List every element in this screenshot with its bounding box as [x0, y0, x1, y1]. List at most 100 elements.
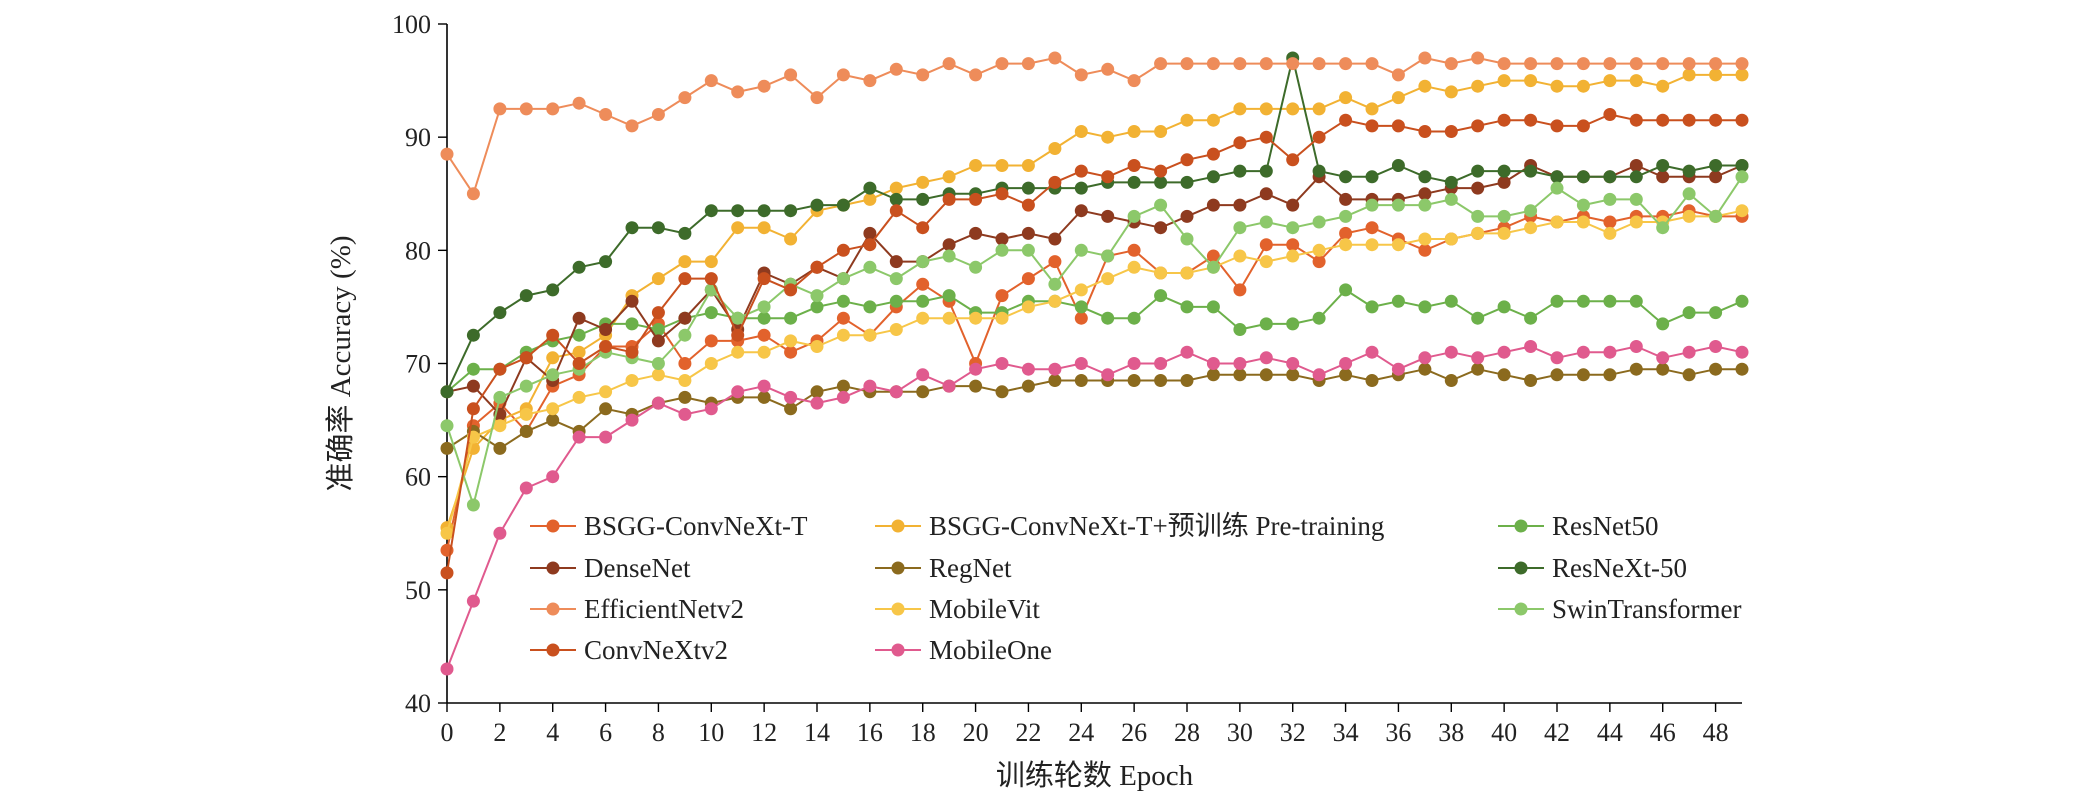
- data-point: [1074, 164, 1088, 178]
- data-point: [1339, 368, 1353, 382]
- data-point: [1286, 249, 1300, 263]
- data-point: [1180, 209, 1194, 223]
- data-point: [969, 362, 983, 376]
- data-point: [599, 108, 613, 121]
- data-point: [1682, 164, 1696, 178]
- data-point: [466, 379, 480, 393]
- y-tick-label: 60: [405, 463, 431, 492]
- data-point: [1233, 221, 1247, 235]
- legend-item: ConvNeXtv2: [530, 635, 728, 665]
- data-point: [1286, 57, 1300, 71]
- data-point: [836, 311, 850, 325]
- data-point: [651, 306, 665, 320]
- data-point: [1656, 351, 1670, 365]
- data-point: [942, 311, 956, 325]
- data-point: [546, 102, 560, 116]
- data-point: [1418, 300, 1432, 314]
- data-point: [599, 255, 613, 269]
- x-tick-label: 30: [1227, 718, 1253, 747]
- x-tick-label: 28: [1174, 718, 1200, 747]
- data-point: [704, 357, 718, 370]
- data-point: [1524, 164, 1538, 178]
- data-point: [1576, 215, 1590, 229]
- data-point: [1074, 125, 1088, 138]
- data-point: [1391, 294, 1405, 308]
- data-point: [1365, 119, 1379, 133]
- data-point: [466, 498, 480, 512]
- data-point: [1629, 294, 1643, 308]
- data-point: [1629, 113, 1643, 127]
- data-point: [1418, 187, 1432, 201]
- data-point: [519, 424, 533, 438]
- data-point: [1709, 170, 1723, 184]
- data-point: [1682, 68, 1696, 82]
- data-point: [1444, 57, 1458, 71]
- data-point: [1233, 323, 1247, 336]
- data-point: [757, 204, 771, 218]
- data-point: [1154, 198, 1168, 212]
- data-point: [1021, 181, 1035, 195]
- data-point: [572, 390, 586, 404]
- x-tick-label: 18: [910, 718, 936, 747]
- data-point: [1312, 164, 1326, 178]
- data-point: [757, 300, 771, 314]
- data-point: [889, 255, 903, 269]
- data-point: [1418, 125, 1432, 138]
- y-axis-title: 准确率 Accuracy (%): [324, 235, 357, 491]
- data-point: [1391, 159, 1405, 172]
- data-point: [1259, 351, 1273, 365]
- data-point: [1735, 113, 1749, 127]
- data-point: [1524, 204, 1538, 218]
- data-point: [678, 272, 692, 286]
- data-point: [1576, 345, 1590, 359]
- data-point: [1497, 368, 1511, 382]
- data-point: [1021, 198, 1035, 212]
- data-point: [1629, 170, 1643, 184]
- data-point: [1524, 113, 1538, 127]
- data-point: [1286, 238, 1300, 252]
- data-point: [863, 300, 877, 314]
- data-point: [440, 419, 454, 433]
- data-point: [969, 226, 983, 240]
- data-point: [731, 311, 745, 325]
- data-point: [1603, 108, 1617, 121]
- data-point: [889, 294, 903, 308]
- legend-label: SwinTransformer: [1552, 594, 1742, 624]
- data-point: [942, 379, 956, 393]
- legend-swatch-marker: [546, 643, 560, 657]
- data-point: [1259, 130, 1273, 144]
- data-point: [1709, 68, 1723, 82]
- data-point: [1444, 175, 1458, 189]
- data-point: [1048, 277, 1062, 291]
- data-point: [1312, 57, 1326, 71]
- data-point: [1735, 57, 1749, 71]
- data-point: [1048, 362, 1062, 376]
- data-point: [678, 357, 692, 370]
- data-point: [519, 407, 533, 421]
- data-point: [1312, 243, 1326, 257]
- data-point: [1576, 57, 1590, 71]
- data-point: [599, 430, 613, 444]
- data-point: [1576, 119, 1590, 133]
- data-point: [836, 198, 850, 212]
- data-point: [1418, 362, 1432, 376]
- data-point: [1418, 170, 1432, 184]
- data-point: [678, 390, 692, 404]
- data-point: [863, 379, 877, 393]
- data-point: [1603, 215, 1617, 229]
- data-point: [1497, 209, 1511, 223]
- data-point: [1365, 300, 1379, 314]
- data-point: [784, 390, 798, 404]
- data-point: [810, 198, 824, 212]
- x-tick-label: 32: [1280, 718, 1306, 747]
- data-point: [1365, 57, 1379, 71]
- legend-swatch-marker: [546, 519, 560, 533]
- data-point: [625, 221, 639, 235]
- data-point: [1180, 345, 1194, 359]
- data-point: [572, 430, 586, 444]
- series-line: [446, 209, 1743, 534]
- data-point: [493, 390, 507, 404]
- data-point: [995, 385, 1009, 399]
- x-tick-label: 40: [1491, 718, 1517, 747]
- data-point: [1127, 175, 1141, 189]
